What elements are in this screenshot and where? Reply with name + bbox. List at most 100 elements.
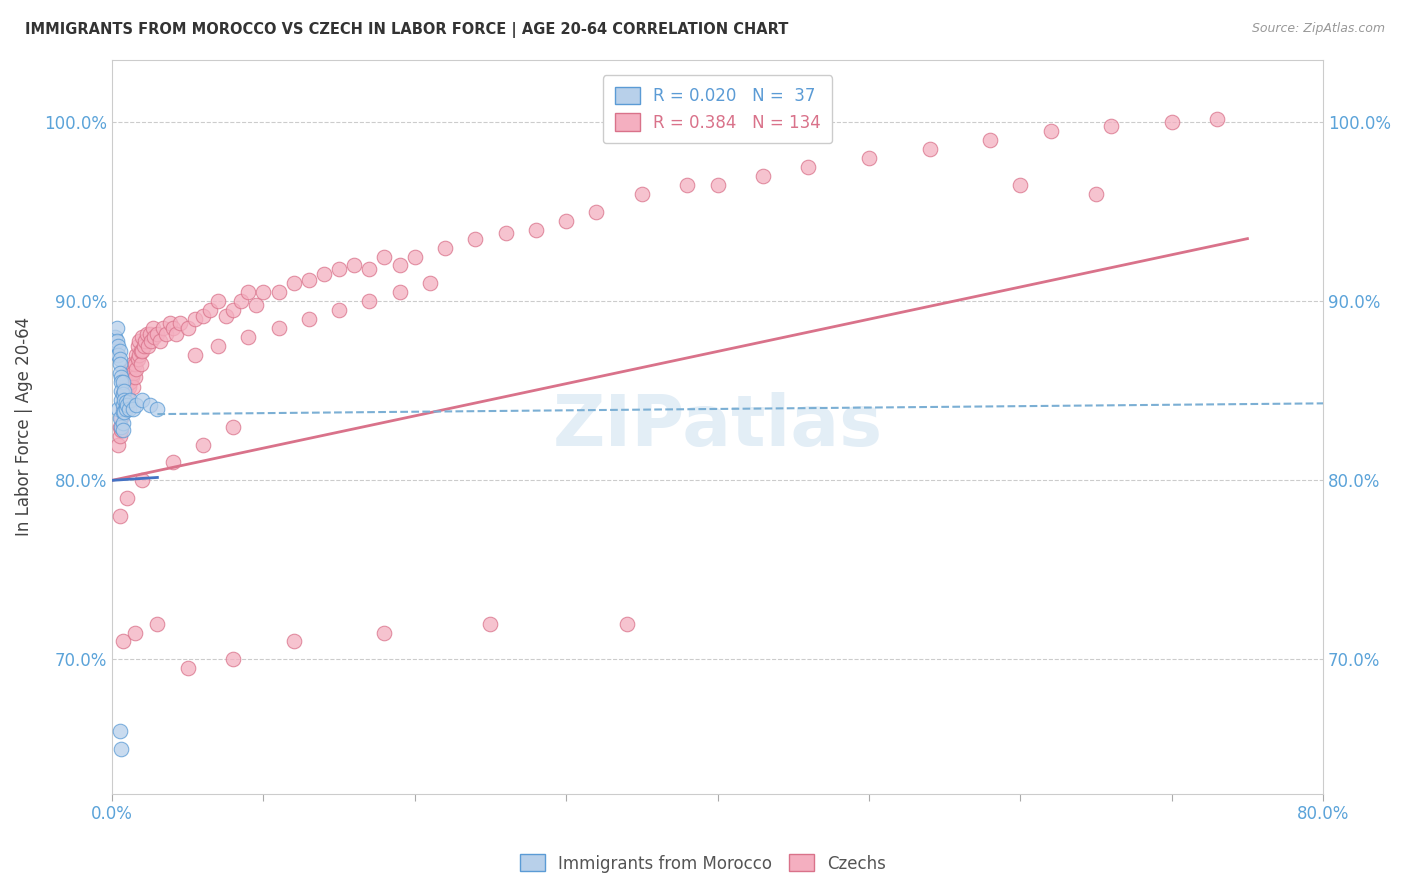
Point xyxy=(110,419,132,434)
Point xyxy=(115,375,138,389)
Point xyxy=(105,321,128,335)
Point xyxy=(125,362,148,376)
Point xyxy=(373,625,395,640)
Point xyxy=(207,339,229,353)
Point xyxy=(229,294,252,309)
Point xyxy=(131,330,153,344)
Point xyxy=(108,509,131,524)
Text: IMMIGRANTS FROM MOROCCO VS CZECH IN LABOR FORCE | AGE 20-64 CORRELATION CHART: IMMIGRANTS FROM MOROCCO VS CZECH IN LABO… xyxy=(25,22,789,38)
Point xyxy=(125,348,148,362)
Point xyxy=(169,316,191,330)
Point xyxy=(464,232,486,246)
Point xyxy=(108,428,131,442)
Point xyxy=(328,262,350,277)
Point xyxy=(585,204,607,219)
Legend: R = 0.020   N =  37, R = 0.384   N = 134: R = 0.020 N = 37, R = 0.384 N = 134 xyxy=(603,75,832,144)
Point xyxy=(122,401,145,416)
Point xyxy=(359,294,381,309)
Point xyxy=(122,366,145,380)
Point xyxy=(267,321,290,335)
Point xyxy=(298,273,321,287)
Point xyxy=(124,625,146,640)
Point xyxy=(184,312,207,326)
Point xyxy=(107,401,129,416)
Point xyxy=(112,384,135,398)
Point xyxy=(128,334,150,348)
Point xyxy=(110,392,132,407)
Point xyxy=(111,387,134,401)
Point xyxy=(121,357,143,371)
Point xyxy=(108,357,131,371)
Point xyxy=(108,724,131,739)
Point xyxy=(388,285,411,300)
Point xyxy=(115,398,138,412)
Point xyxy=(555,213,578,227)
Point xyxy=(111,405,134,419)
Point xyxy=(120,375,142,389)
Point xyxy=(107,348,129,362)
Point xyxy=(343,259,366,273)
Point xyxy=(631,186,654,201)
Point xyxy=(252,285,274,300)
Point xyxy=(117,401,139,416)
Point xyxy=(222,419,245,434)
Point xyxy=(858,151,880,165)
Point xyxy=(434,241,457,255)
Point xyxy=(122,380,145,394)
Point xyxy=(107,437,129,451)
Point xyxy=(162,321,184,335)
Point xyxy=(373,250,395,264)
Point xyxy=(328,303,350,318)
Point xyxy=(111,375,134,389)
Point xyxy=(200,303,222,318)
Point xyxy=(155,326,177,341)
Point xyxy=(104,330,127,344)
Point xyxy=(128,348,150,362)
Point xyxy=(162,455,184,469)
Point xyxy=(120,362,142,376)
Point xyxy=(1085,186,1108,201)
Point xyxy=(191,437,214,451)
Point xyxy=(127,351,149,366)
Point xyxy=(146,401,169,416)
Point xyxy=(245,298,267,312)
Point xyxy=(107,339,129,353)
Legend: Immigrants from Morocco, Czechs: Immigrants from Morocco, Czechs xyxy=(513,847,893,880)
Point xyxy=(139,326,162,341)
Point xyxy=(214,309,236,323)
Point xyxy=(312,268,335,282)
Point xyxy=(124,369,146,384)
Point xyxy=(159,316,181,330)
Point xyxy=(112,392,135,407)
Point xyxy=(114,394,136,409)
Point xyxy=(134,334,156,348)
Point xyxy=(298,312,321,326)
Point xyxy=(124,357,146,371)
Point xyxy=(110,369,132,384)
Point xyxy=(388,259,411,273)
Point xyxy=(419,277,441,291)
Point xyxy=(283,634,305,648)
Point xyxy=(238,285,260,300)
Point xyxy=(1206,112,1229,126)
Point xyxy=(131,344,153,359)
Point xyxy=(114,369,136,384)
Point xyxy=(752,169,775,183)
Point xyxy=(676,178,699,192)
Point xyxy=(115,387,138,401)
Point xyxy=(131,392,153,407)
Point xyxy=(495,227,517,241)
Point xyxy=(1099,119,1122,133)
Point xyxy=(479,616,502,631)
Point xyxy=(108,344,131,359)
Point xyxy=(152,321,174,335)
Point xyxy=(110,410,132,425)
Point xyxy=(149,334,172,348)
Point xyxy=(207,294,229,309)
Text: ZIPatlas: ZIPatlas xyxy=(553,392,883,461)
Point xyxy=(143,330,166,344)
Point xyxy=(136,339,159,353)
Point xyxy=(114,380,136,394)
Point xyxy=(125,398,148,412)
Point xyxy=(238,330,260,344)
